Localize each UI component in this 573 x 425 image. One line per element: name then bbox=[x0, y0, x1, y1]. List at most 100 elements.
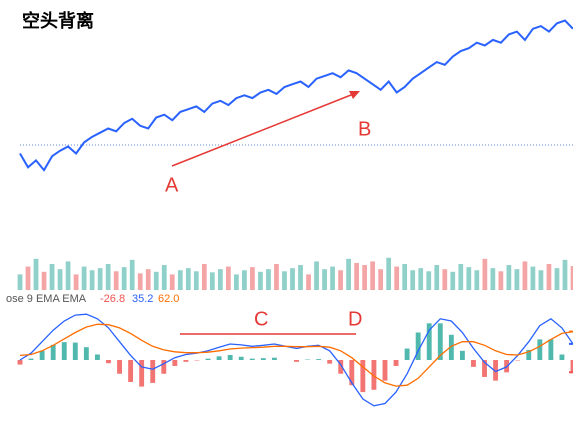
annotation: D bbox=[348, 308, 362, 330]
volume-bar bbox=[298, 265, 303, 290]
histogram-bar bbox=[205, 358, 211, 360]
histogram-bar bbox=[437, 323, 443, 360]
volume-bar bbox=[402, 264, 408, 290]
volume-bar bbox=[466, 267, 472, 290]
volume-bar bbox=[73, 274, 79, 290]
legend-value: 35.2 bbox=[132, 293, 153, 305]
legend-value: 62.0 bbox=[158, 293, 179, 305]
histogram-bar bbox=[559, 354, 565, 360]
volume-bar bbox=[426, 271, 432, 290]
volume-bar bbox=[226, 266, 231, 290]
histogram-bar bbox=[327, 360, 333, 364]
arrow-head bbox=[349, 91, 360, 99]
arrow-line bbox=[171, 92, 357, 167]
histogram-bar bbox=[50, 344, 56, 360]
volume-bar bbox=[490, 268, 496, 290]
volume-bar bbox=[282, 271, 287, 290]
histogram-bar bbox=[227, 354, 233, 360]
volume-bar bbox=[394, 266, 400, 290]
volume-bar bbox=[442, 269, 448, 290]
volume-bar bbox=[506, 265, 512, 290]
volume-bar bbox=[250, 267, 255, 290]
volume-bar bbox=[65, 261, 71, 290]
histogram-bar bbox=[106, 360, 111, 364]
volume-bar bbox=[145, 269, 151, 290]
histogram-bar bbox=[260, 358, 266, 360]
volume-bar bbox=[562, 259, 568, 290]
volume-bar bbox=[121, 267, 127, 290]
volume-bar bbox=[434, 265, 440, 290]
volume-bar bbox=[41, 271, 47, 290]
volume-bar bbox=[234, 274, 239, 290]
indicator-label: ose 9 EMA EMA bbox=[6, 293, 87, 305]
volume-bar bbox=[129, 259, 135, 290]
volume-bar bbox=[105, 264, 111, 290]
histogram-bar bbox=[526, 349, 532, 360]
histogram-bar bbox=[128, 360, 134, 382]
histogram-bar bbox=[94, 354, 100, 360]
volume-bar bbox=[538, 270, 544, 290]
volume-bar bbox=[546, 264, 552, 290]
histogram-bar bbox=[183, 360, 189, 362]
histogram-bar bbox=[448, 334, 454, 360]
annotation: C bbox=[254, 308, 268, 330]
volume-bar bbox=[97, 268, 103, 290]
volume-bar bbox=[322, 269, 327, 290]
histogram-bar bbox=[216, 356, 222, 360]
volume-bar bbox=[161, 265, 167, 290]
volume-bar bbox=[169, 274, 175, 290]
volume-bar bbox=[290, 268, 295, 290]
volume-bar bbox=[242, 270, 247, 290]
histogram-bar bbox=[316, 359, 322, 360]
volume-bar bbox=[314, 261, 319, 290]
volume-bar bbox=[458, 264, 464, 290]
histogram-bar bbox=[72, 342, 78, 360]
histogram-bar bbox=[139, 360, 145, 387]
legend-value: -26.8 bbox=[100, 293, 125, 305]
histogram-bar bbox=[404, 348, 410, 360]
volume-bar bbox=[338, 270, 343, 290]
histogram-bar bbox=[570, 360, 573, 373]
histogram-bar bbox=[28, 358, 34, 360]
histogram-bar bbox=[471, 360, 476, 367]
histogram-bar bbox=[271, 357, 277, 360]
histogram-bar bbox=[161, 360, 167, 374]
histogram-bar bbox=[548, 339, 554, 360]
histogram-bar bbox=[238, 356, 244, 360]
volume-bar bbox=[266, 269, 271, 290]
volume-bar bbox=[450, 271, 456, 290]
histogram-bar bbox=[249, 358, 255, 360]
histogram-bar bbox=[426, 323, 432, 360]
volume-bar bbox=[498, 271, 504, 290]
volume-bar bbox=[33, 258, 39, 290]
volume-bar bbox=[354, 262, 359, 290]
histogram-bar bbox=[83, 347, 89, 360]
volume-bar bbox=[570, 266, 573, 290]
volume-bar bbox=[274, 264, 279, 290]
volume-bar bbox=[330, 266, 335, 290]
volume-bar bbox=[530, 266, 536, 290]
volume-bar bbox=[217, 269, 223, 290]
volume-bar bbox=[554, 268, 560, 290]
histogram-bar bbox=[537, 339, 543, 360]
volume-bar bbox=[177, 270, 183, 290]
histogram-bar bbox=[415, 332, 421, 360]
histogram-bar bbox=[459, 350, 465, 360]
volume-bar bbox=[57, 269, 63, 290]
volume-bar bbox=[113, 271, 119, 290]
histogram-bar bbox=[393, 360, 399, 366]
volume-bar bbox=[378, 269, 384, 290]
histogram-bar bbox=[61, 342, 67, 360]
volume-bar bbox=[209, 272, 215, 290]
volume-bar bbox=[386, 257, 392, 290]
histogram-bar bbox=[294, 360, 299, 362]
histogram-bar bbox=[360, 360, 366, 393]
volume-bar bbox=[89, 270, 95, 290]
histogram-bar bbox=[349, 360, 355, 386]
volume-bar bbox=[474, 270, 480, 290]
volume-bar bbox=[193, 271, 199, 290]
volume-bar bbox=[482, 258, 488, 290]
volume-bar bbox=[81, 266, 87, 290]
volume-bar bbox=[418, 268, 424, 290]
